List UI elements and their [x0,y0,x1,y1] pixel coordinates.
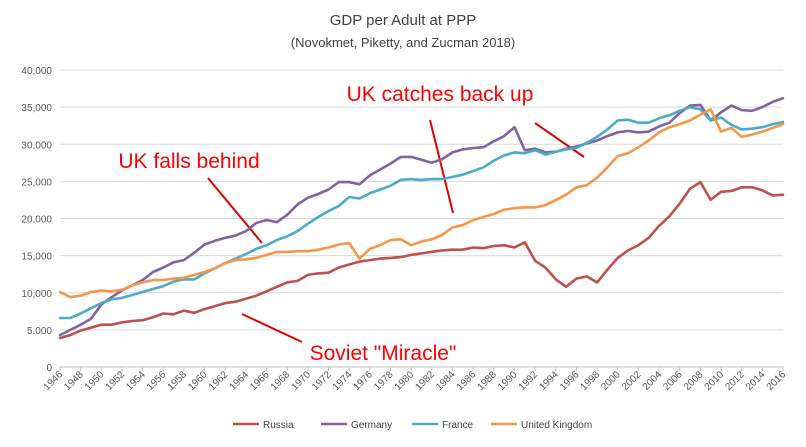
y-tick-label: 40,000 [21,66,52,77]
x-tick-label: 1948 [62,369,86,393]
annotation-arrow [429,119,454,214]
x-tick-label: 2016 [765,369,789,393]
annotation-arrows [207,119,585,343]
annotation-arrow [241,313,303,343]
legend-label: Germany [351,420,392,431]
legend-label: Russia [263,420,294,431]
x-tick-label: 2014 [744,369,768,393]
x-tick-label: 1952 [104,369,128,393]
annotation-arrow [534,122,585,158]
x-tick-label: 1998 [579,369,603,393]
series-lines [58,96,785,340]
annotation-arrow [207,177,263,244]
x-tick-label: 1962 [207,369,231,393]
gridlines [60,69,783,368]
x-tick-label: 1986 [455,369,479,393]
x-tick-label: 1956 [145,369,169,393]
x-tick-label: 1992 [517,369,541,393]
x-tick-label: 1954 [124,369,148,393]
x-tick-label: 2006 [661,369,685,393]
series-line-united-kingdom [58,108,785,299]
x-tick-label: 2010 [703,369,727,393]
y-tick-label: 15,000 [21,252,52,263]
x-tick-label: 2000 [599,369,623,393]
y-tick-label: 25,000 [21,177,52,188]
x-tick-label: 1974 [331,369,355,393]
annotations: UK catches back up UK falls behind Soviet … [118,83,533,365]
x-tick-label: 2012 [723,369,747,393]
x-tick-label: 1964 [228,369,252,393]
y-tick-label: 10,000 [21,289,52,300]
x-tick-label: 1990 [496,369,520,393]
annotation-text: UK falls behind [118,150,259,173]
x-tick-label: 2002 [620,369,644,393]
chart-subtitle: (Novokmet, Piketty, and Zucman 2018) [291,35,515,50]
x-tick-label: 1968 [269,369,293,393]
series-line-russia [58,180,785,340]
x-tick-label: 1994 [537,369,561,393]
y-tick-label: 0 [46,363,52,374]
x-tick-label: 1988 [475,369,499,393]
x-tick-label: 1996 [558,369,582,393]
x-tick-label: 1976 [351,369,375,393]
x-tick-label: 1980 [393,369,417,393]
x-tick-label: 1946 [42,369,66,393]
chart-title: GDP per Adult at PPP [330,12,476,29]
annotation-text: UK catches back up [347,83,534,106]
y-axis-ticks: 0 5,000 10,000 15,000 20,000 25,000 30,000 35,0… [21,66,52,374]
y-tick-label: 30,000 [21,140,52,151]
x-tick-label: 1982 [413,369,437,393]
x-tick-label: 1984 [434,369,458,393]
x-tick-label: 1978 [372,369,396,393]
series-line-germany [58,96,785,337]
legend-label: United Kingdom [521,420,592,431]
x-tick-label: 1970 [289,369,313,393]
x-tick-label: 2008 [682,369,706,393]
annotation-text: Soviet "Miracle" [310,342,457,365]
x-axis-ticks: 1946194819501952195419561958196019621964… [42,367,789,393]
y-tick-label: 5,000 [27,326,52,337]
x-tick-label: 1966 [248,369,272,393]
series-line-france [58,105,785,320]
x-tick-label: 1960 [186,369,210,393]
x-tick-label: 1972 [310,369,334,393]
x-tick-label: 1950 [83,369,107,393]
y-tick-label: 20,000 [21,215,52,226]
legend: Russia Germany France United Kingdom [233,420,592,431]
y-tick-label: 35,000 [21,103,52,114]
legend-label: France [442,420,474,431]
x-tick-label: 2004 [641,369,665,393]
x-tick-label: 1958 [166,369,190,393]
